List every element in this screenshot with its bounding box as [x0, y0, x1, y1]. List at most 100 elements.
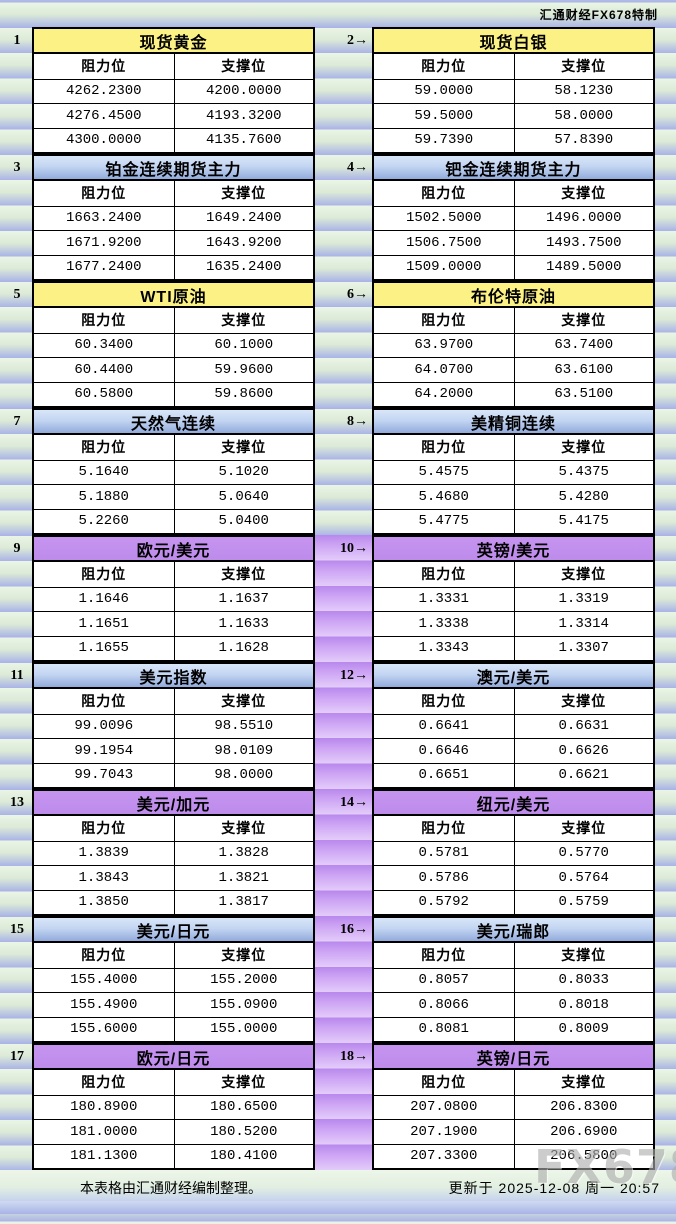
support-value: 0.5764: [513, 865, 653, 890]
resistance-value: 1663.2400: [34, 205, 174, 230]
instrument-panel: 15 美元/日元 阻力位 支撑位 155.4000 155.2000 155.4…: [10, 916, 315, 1043]
instrument-panel: 4→ 钯金连续期货主力 阻力位 支撑位 1502.5000 1496.0000 …: [347, 154, 655, 281]
levels-table: 阻力位 支撑位 99.0096 98.5510 99.1954 98.0109 …: [34, 689, 313, 787]
support-header: 支撑位: [513, 1070, 653, 1095]
resistance-value: 4276.4500: [34, 103, 174, 128]
purple-divider-strip: [315, 535, 372, 1170]
resistance-value: 5.4680: [374, 484, 514, 509]
resistance-value: 0.6641: [374, 713, 514, 738]
support-value: 155.0900: [173, 992, 313, 1017]
panel-number: 4→: [347, 159, 368, 175]
resistance-header: 阻力位: [374, 54, 514, 79]
panel-number: 9: [13, 540, 21, 556]
support-header: 支撑位: [513, 435, 653, 460]
support-value: 0.5770: [513, 840, 653, 865]
instrument-panel: 18→ 英镑/日元 阻力位 支撑位 207.0800 206.8300 207.…: [340, 1043, 655, 1170]
resistance-header: 阻力位: [374, 1070, 514, 1095]
support-header: 支撑位: [513, 181, 653, 206]
instrument-panel: 7 天然气连续 阻力位 支撑位 5.1640 5.1020 5.1880 5.0…: [14, 408, 315, 535]
support-value: 98.0109: [173, 738, 313, 763]
resistance-value: 5.1880: [34, 484, 174, 509]
levels-table: 阻力位 支撑位 0.8057 0.8033 0.8066 0.8018 0.80…: [374, 943, 653, 1041]
instrument-panel: 17 欧元/日元 阻力位 支撑位 180.8900 180.6500 181.0…: [10, 1043, 315, 1170]
instrument-panel: 8→ 美精铜连续 阻力位 支撑位 5.4575 5.4375 5.4680 5.…: [347, 408, 655, 535]
footer-updated-time: 更新于 2025-12-08 周一 20:57: [448, 1180, 660, 1196]
support-value: 1496.0000: [513, 205, 653, 230]
panel-title: 布伦特原油: [374, 283, 653, 308]
resistance-value: 4262.2300: [34, 78, 174, 103]
support-value: 1.3307: [513, 635, 653, 660]
support-value: 0.8009: [513, 1016, 653, 1041]
support-value: 58.1230: [513, 78, 653, 103]
resistance-value: 207.0800: [374, 1094, 514, 1119]
resistance-value: 99.1954: [34, 738, 174, 763]
panel-title: 美元/日元: [34, 918, 313, 943]
support-value: 1635.2400: [173, 254, 313, 279]
support-value: 5.4175: [513, 508, 653, 533]
resistance-value: 60.4400: [34, 357, 174, 382]
support-header: 支撑位: [513, 816, 653, 841]
panel-number: 2→: [347, 32, 368, 48]
instrument-panel: 2→ 现货白银 阻力位 支撑位 59.0000 58.1230 59.5000 …: [347, 27, 655, 154]
resistance-value: 181.1300: [34, 1143, 174, 1168]
support-value: 4193.3200: [173, 103, 313, 128]
panel-title: 铂金连续期货主力: [34, 156, 313, 181]
instrument-panel: 5 WTI原油 阻力位 支撑位 60.3400 60.1000 60.4400 …: [14, 281, 315, 408]
panel-title: 美精铜连续: [374, 410, 653, 435]
resistance-value: 59.7390: [374, 127, 514, 152]
support-value: 5.0640: [173, 484, 313, 509]
resistance-value: 181.0000: [34, 1119, 174, 1144]
support-value: 1.3828: [173, 840, 313, 865]
panel-title: 美元/加元: [34, 791, 313, 816]
panel-title: 纽元/美元: [374, 791, 653, 816]
resistance-value: 0.5792: [374, 889, 514, 914]
support-value: 1.1628: [173, 635, 313, 660]
resistance-value: 64.2000: [374, 381, 514, 406]
resistance-value: 59.0000: [374, 78, 514, 103]
support-value: 206.8300: [513, 1094, 653, 1119]
support-value: 59.8600: [173, 381, 313, 406]
support-header: 支撑位: [173, 435, 313, 460]
instrument-panel: 10→ 英镑/美元 阻力位 支撑位 1.3331 1.3319 1.3338 1…: [340, 535, 655, 662]
panel-title: 欧元/日元: [34, 1045, 313, 1070]
resistance-value: 1677.2400: [34, 254, 174, 279]
support-value: 63.7400: [513, 332, 653, 357]
panel-title: 钯金连续期货主力: [374, 156, 653, 181]
panel-number: 10→: [340, 540, 368, 556]
levels-table: 阻力位 支撑位 4262.2300 4200.0000 4276.4500 41…: [34, 54, 313, 152]
support-value: 5.4280: [513, 484, 653, 509]
panel-number: 6→: [347, 286, 368, 302]
support-value: 1.3319: [513, 586, 653, 611]
resistance-value: 1.1655: [34, 635, 174, 660]
instrument-panel: 13 美元/加元 阻力位 支撑位 1.3839 1.3828 1.3843 1.…: [10, 789, 315, 916]
resistance-value: 4300.0000: [34, 127, 174, 152]
resistance-value: 63.9700: [374, 332, 514, 357]
resistance-value: 0.6651: [374, 762, 514, 787]
panel-title: 现货白银: [374, 29, 653, 54]
resistance-header: 阻力位: [34, 816, 174, 841]
credit-text: 汇通财经FX678特制: [539, 8, 658, 22]
support-value: 1.1637: [173, 586, 313, 611]
levels-table: 阻力位 支撑位 180.8900 180.6500 181.0000 180.5…: [34, 1070, 313, 1168]
resistance-value: 5.4775: [374, 508, 514, 533]
support-value: 0.8018: [513, 992, 653, 1017]
resistance-value: 180.8900: [34, 1094, 174, 1119]
support-header: 支撑位: [513, 54, 653, 79]
levels-table: 阻力位 支撑位 207.0800 206.8300 207.1900 206.6…: [374, 1070, 653, 1168]
instrument-panel: 1 现货黄金 阻力位 支撑位 4262.2300 4200.0000 4276.…: [14, 27, 315, 154]
support-header: 支撑位: [173, 1070, 313, 1095]
resistance-value: 5.1640: [34, 459, 174, 484]
footer-band: [0, 1170, 676, 1201]
resistance-header: 阻力位: [374, 181, 514, 206]
support-value: 1649.2400: [173, 205, 313, 230]
support-value: 1.3314: [513, 611, 653, 636]
resistance-header: 阻力位: [374, 308, 514, 333]
resistance-value: 60.5800: [34, 381, 174, 406]
support-value: 155.2000: [173, 967, 313, 992]
levels-table: 阻力位 支撑位 0.5781 0.5770 0.5786 0.5764 0.57…: [374, 816, 653, 914]
support-value: 63.5100: [513, 381, 653, 406]
resistance-value: 5.4575: [374, 459, 514, 484]
levels-table: 阻力位 支撑位 5.1640 5.1020 5.1880 5.0640 5.22…: [34, 435, 313, 533]
resistance-value: 0.8081: [374, 1016, 514, 1041]
